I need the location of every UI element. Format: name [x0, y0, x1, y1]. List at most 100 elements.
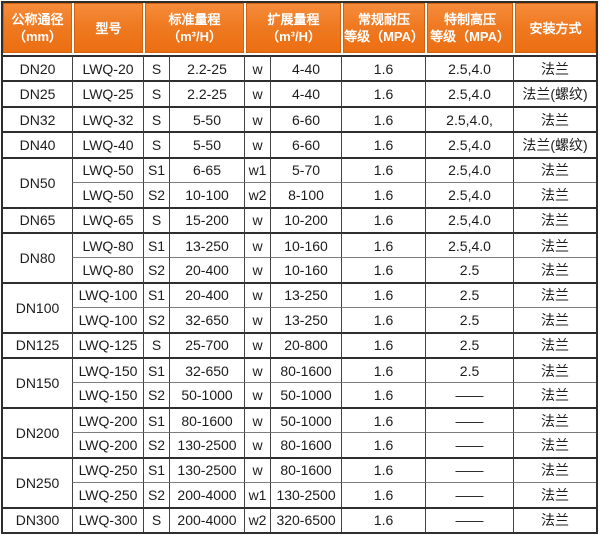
cell-high-pressure: 2.5: [425, 331, 514, 358]
cell-install: 法兰: [513, 406, 596, 433]
cell-normal-pressure: 1.6: [341, 55, 426, 81]
cell-ext-gear: w: [244, 231, 271, 258]
cell-install: 法兰: [513, 482, 596, 507]
cell-model: LWQ-50: [72, 182, 143, 207]
cell-install: 法兰: [513, 506, 596, 532]
cell-model: LWQ-65: [72, 206, 143, 232]
cell-normal-pressure: 1.6: [341, 257, 426, 282]
cell-normal-pressure: 1.6: [341, 131, 426, 157]
table-row: DN25 LWQ-25 S 2.2-25 w 4-40 1.6 2.5,4.0 …: [3, 80, 596, 106]
cell-std-range: 13-250: [169, 231, 245, 258]
cell-ext-gear: w: [244, 456, 271, 483]
cell-high-pressure: 2.5,4.0: [425, 131, 514, 157]
cell-normal-pressure: 1.6: [341, 105, 426, 132]
cell-normal-pressure: 1.6: [341, 307, 426, 332]
cell-std-range: 2.2-25: [169, 55, 245, 81]
cell-std-gear: S: [143, 506, 169, 532]
cell-std-range: 32-650: [169, 307, 245, 332]
cell-ext-gear: w2: [244, 182, 271, 207]
cell-std-range: 200-4000: [169, 506, 245, 532]
cell-diameter: DN250: [3, 456, 72, 507]
cell-diameter: DN300: [3, 506, 72, 533]
table-row: DN100 LWQ-100 S1 20-400 w 13-250 1.6 2.5…: [3, 281, 596, 316]
cell-install: 法兰: [513, 432, 596, 457]
table-body: DN20 LWQ-20 S 2.2-25 w 4-40 1.6 2.5,4.0 …: [3, 55, 596, 532]
cell-normal-pressure: 1.6: [341, 506, 426, 532]
cell-std-gear: S2: [143, 382, 169, 407]
cell-std-range: 6-65: [169, 156, 245, 183]
table-row: DN65 LWQ-65 S 15-200 w 10-200 1.6 2.5,4.…: [3, 206, 596, 232]
cell-std-range: 5-50: [169, 131, 245, 157]
cell-ext-gear: w1: [244, 482, 271, 507]
cell-ext-range: 8-100: [270, 182, 342, 207]
cell-std-gear: S1: [143, 456, 169, 483]
cell-high-pressure: ——: [425, 432, 514, 457]
cell-std-range: 130-2500: [169, 456, 245, 483]
cell-diameter: DN32: [3, 105, 72, 131]
cell-std-range: 5-50: [169, 105, 245, 132]
cell-high-pressure: ——: [425, 482, 514, 507]
table-row: DN150 LWQ-150 S1 32-650 w 80-1600 1.6 2.…: [3, 357, 596, 391]
cell-high-pressure: ——: [425, 506, 514, 532]
cell-normal-pressure: 1.6: [341, 231, 426, 258]
cell-model: LWQ-150: [72, 382, 143, 407]
cell-model: LWQ-25: [72, 80, 143, 106]
cell-normal-pressure: 1.6: [341, 281, 426, 308]
cell-install: 法兰: [513, 357, 596, 383]
cell-ext-range: 50-1000: [270, 406, 342, 433]
cell-model: LWQ-32: [72, 105, 143, 132]
cell-ext-range: 10-200: [270, 206, 342, 232]
cell-model: LWQ-200: [72, 406, 143, 433]
cell-std-gear: S2: [143, 182, 169, 207]
cell-std-gear: S: [143, 331, 169, 358]
cell-install: 法兰: [513, 206, 596, 232]
cell-normal-pressure: 1.6: [341, 456, 426, 483]
cell-ext-gear: w: [244, 105, 271, 132]
cell-ext-gear: w: [244, 357, 271, 383]
cell-normal-pressure: 1.6: [341, 432, 426, 457]
cell-high-pressure: ——: [425, 406, 514, 433]
cell-normal-pressure: 1.6: [341, 331, 426, 358]
cell-high-pressure: 2.5,4.0: [425, 80, 514, 106]
cell-diameter: DN150: [3, 357, 72, 407]
cell-ext-range: 10-160: [270, 257, 342, 282]
cell-diameter: DN200: [3, 406, 72, 457]
cell-model: LWQ-20: [72, 55, 143, 81]
cell-std-gear: S: [143, 80, 169, 106]
cell-model: LWQ-100: [72, 281, 143, 308]
cell-model: LWQ-80: [72, 231, 143, 258]
col-header-extended-range: 扩展量程 （m³/H）: [244, 3, 342, 55]
cell-std-gear: S1: [143, 156, 169, 183]
cell-ext-gear: w: [244, 382, 271, 407]
cell-model: LWQ-200: [72, 432, 143, 457]
table-row: DN300 LWQ-300 S 200-4000 w2 320-6500 1.6…: [3, 506, 596, 533]
cell-high-pressure: 2.5: [425, 307, 514, 332]
cell-std-gear: S2: [143, 307, 169, 332]
cell-ext-gear: w: [244, 281, 271, 308]
table-row: LWQ-150 S2 50-1000 w 50-1000 1.6 —— 法兰: [3, 382, 596, 407]
cell-std-gear: S: [143, 105, 169, 132]
cell-ext-range: 320-6500: [270, 506, 342, 532]
cell-model: LWQ-100: [72, 307, 143, 332]
table-row: LWQ-200 S2 130-2500 w 80-1600 1.6 —— 法兰: [3, 432, 596, 457]
cell-ext-range: 130-2500: [270, 482, 342, 507]
cell-install: 法兰: [513, 281, 596, 308]
cell-high-pressure: 2.5: [425, 281, 514, 308]
table-row: DN32 LWQ-32 S 5-50 w 6-60 1.6 2.5,4.0, 法…: [3, 105, 596, 132]
cell-ext-range: 80-1600: [270, 432, 342, 457]
col-header-standard-range: 标准量程 （m³/H）: [143, 3, 245, 55]
cell-ext-range: 13-250: [270, 281, 342, 308]
col-header-high-pressure: 特制高压 等级（MPA）: [425, 3, 514, 55]
cell-std-range: 2.2-25: [169, 80, 245, 106]
cell-install: 法兰: [513, 307, 596, 332]
cell-ext-gear: w: [244, 131, 271, 157]
header-row: 公称通径 （mm） 型号 标准量程 （m³/H） 扩展量程 （m³/H） 常规耐压 等级…: [3, 3, 596, 55]
cell-std-gear: S1: [143, 231, 169, 258]
cell-high-pressure: 2.5,4.0: [425, 55, 514, 81]
cell-normal-pressure: 1.6: [341, 357, 426, 383]
table-row: DN125 LWQ-125 S 25-700 w 20-800 1.6 2.5 …: [3, 331, 596, 358]
cell-ext-range: 6-60: [270, 105, 342, 132]
cell-std-range: 32-650: [169, 357, 245, 383]
col-header-install: 安装方式: [513, 3, 596, 55]
cell-ext-range: 6-60: [270, 131, 342, 157]
